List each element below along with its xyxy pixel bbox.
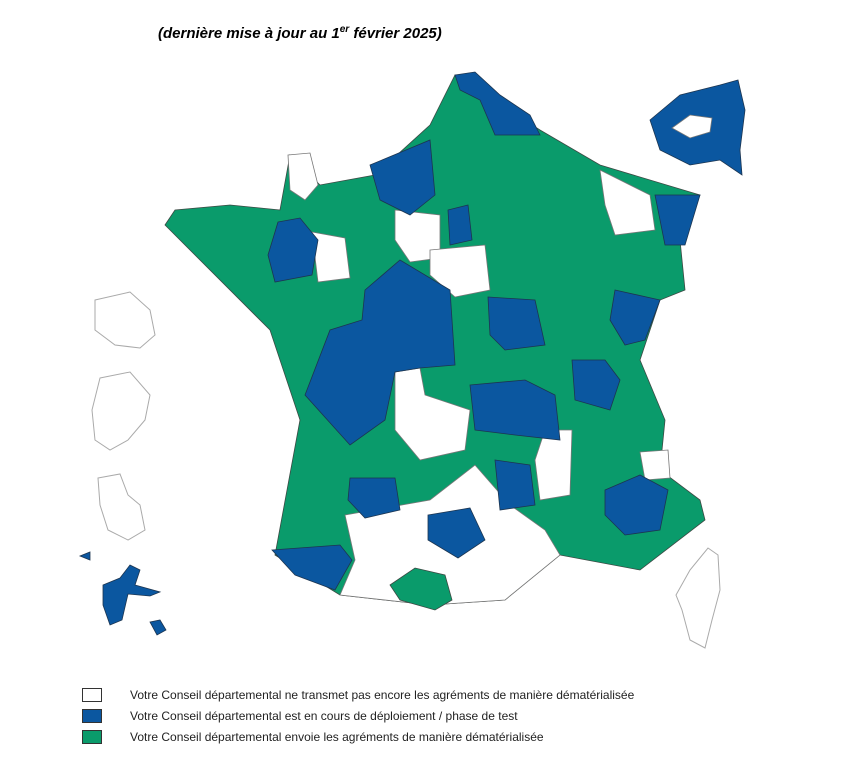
island xyxy=(78,551,167,636)
legend-item: Votre Conseil départemental ne transmet … xyxy=(82,684,634,705)
legend-label: Votre Conseil départemental est en cours… xyxy=(130,708,518,723)
overseas xyxy=(91,371,151,451)
title-sup: er xyxy=(339,24,350,35)
dept xyxy=(599,169,656,236)
dept xyxy=(447,204,473,246)
dept xyxy=(487,296,546,351)
legend-label: Votre Conseil départemental envoie les a… xyxy=(130,729,544,744)
dept xyxy=(347,477,401,519)
legend-item: Votre Conseil départemental envoie les a… xyxy=(82,726,634,747)
dept xyxy=(287,152,319,201)
guadeloupe xyxy=(102,564,162,626)
dept xyxy=(389,567,453,611)
dept xyxy=(534,429,573,501)
dept xyxy=(454,71,541,136)
title: (dernière mise à jour au 1er février 202… xyxy=(158,24,442,42)
dept xyxy=(427,507,486,559)
dept xyxy=(369,139,436,216)
dept xyxy=(429,244,491,298)
legend-item: Votre Conseil départemental est en cours… xyxy=(82,705,634,726)
overseas xyxy=(97,473,146,541)
dept xyxy=(604,474,669,536)
legend-label: Votre Conseil départemental ne transmet … xyxy=(130,687,635,702)
legend-swatch xyxy=(82,687,102,702)
title-text: (dernière mise à jour au 1 xyxy=(158,25,340,42)
paris xyxy=(671,114,713,139)
dept xyxy=(267,217,319,283)
dept xyxy=(394,209,441,263)
map xyxy=(78,71,746,649)
corsica xyxy=(675,547,721,649)
dept xyxy=(571,359,621,411)
legend-swatch xyxy=(82,708,102,723)
dept xyxy=(304,259,456,446)
title-text: février 2025) xyxy=(349,25,442,42)
dept xyxy=(609,289,661,346)
legend: Votre Conseil départemental ne transmet … xyxy=(82,684,634,747)
dept xyxy=(271,544,353,591)
dept xyxy=(311,231,351,283)
dept xyxy=(654,194,701,246)
overseas xyxy=(94,291,156,349)
dept xyxy=(394,367,471,461)
dept xyxy=(639,449,671,481)
legend-swatch xyxy=(82,729,102,744)
dept xyxy=(469,379,561,441)
dept xyxy=(494,459,536,511)
